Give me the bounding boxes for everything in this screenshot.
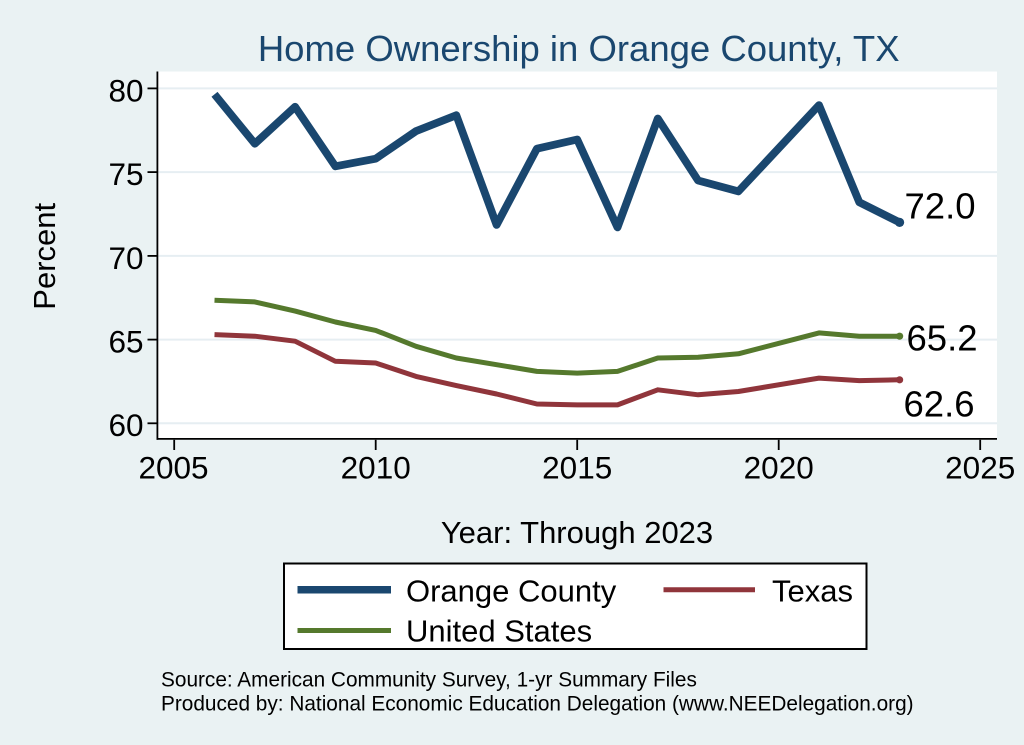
svg-text:2020: 2020 — [744, 450, 814, 486]
svg-text:70: 70 — [108, 240, 143, 276]
svg-text:Source: American Community Sur: Source: American Community Survey, 1-yr … — [161, 669, 697, 692]
svg-text:80: 80 — [108, 72, 143, 108]
svg-text:2015: 2015 — [542, 450, 612, 486]
svg-text:2005: 2005 — [138, 450, 208, 486]
svg-text:Orange County: Orange County — [406, 574, 617, 609]
svg-text:2010: 2010 — [341, 450, 411, 486]
svg-text:Produced by: National Economic: Produced by: National Economic Education… — [161, 693, 914, 716]
svg-text:65: 65 — [108, 324, 143, 360]
svg-text:Home Ownership in Orange Count: Home Ownership in Orange County, TX — [258, 28, 900, 69]
svg-text:United States: United States — [406, 614, 592, 649]
svg-text:65.2: 65.2 — [907, 318, 978, 359]
svg-text:Year: Through 2023: Year: Through 2023 — [441, 515, 713, 550]
svg-text:75: 75 — [108, 156, 143, 192]
svg-text:2025: 2025 — [945, 450, 1015, 486]
svg-text:Percent: Percent — [27, 202, 62, 309]
svg-text:60: 60 — [108, 407, 143, 443]
svg-text:62.6: 62.6 — [904, 384, 975, 425]
svg-text:Texas: Texas — [772, 574, 853, 609]
svg-text:72.0: 72.0 — [905, 185, 976, 226]
